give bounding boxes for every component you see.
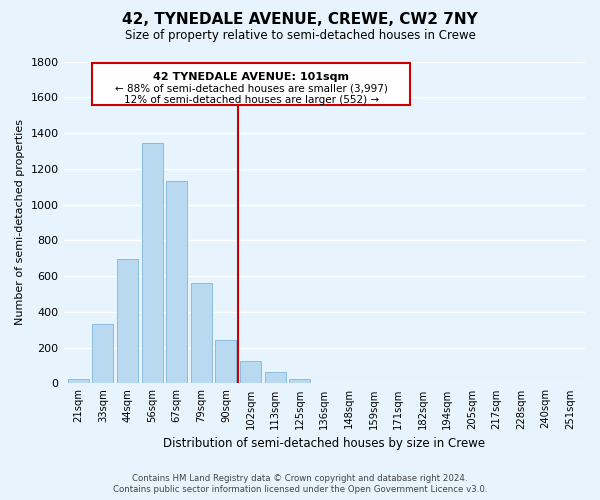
Bar bbox=[265, 372, 286, 384]
Bar bbox=[215, 340, 236, 384]
FancyBboxPatch shape bbox=[92, 64, 410, 106]
Text: Contains HM Land Registry data © Crown copyright and database right 2024.
Contai: Contains HM Land Registry data © Crown c… bbox=[113, 474, 487, 494]
Bar bbox=[142, 143, 163, 384]
Bar bbox=[166, 182, 187, 384]
Text: 42, TYNEDALE AVENUE, CREWE, CW2 7NY: 42, TYNEDALE AVENUE, CREWE, CW2 7NY bbox=[122, 12, 478, 28]
Bar bbox=[314, 382, 335, 384]
Bar bbox=[92, 324, 113, 384]
Text: Size of property relative to semi-detached houses in Crewe: Size of property relative to semi-detach… bbox=[125, 29, 475, 42]
Bar bbox=[240, 361, 261, 384]
Bar bbox=[289, 379, 310, 384]
X-axis label: Distribution of semi-detached houses by size in Crewe: Distribution of semi-detached houses by … bbox=[163, 437, 485, 450]
Y-axis label: Number of semi-detached properties: Number of semi-detached properties bbox=[15, 120, 25, 326]
Text: 42 TYNEDALE AVENUE: 101sqm: 42 TYNEDALE AVENUE: 101sqm bbox=[153, 72, 349, 82]
Text: ← 88% of semi-detached houses are smaller (3,997): ← 88% of semi-detached houses are smalle… bbox=[115, 84, 388, 94]
Bar bbox=[191, 284, 212, 384]
Text: 12% of semi-detached houses are larger (552) →: 12% of semi-detached houses are larger (… bbox=[124, 94, 379, 104]
Bar bbox=[117, 259, 138, 384]
Bar bbox=[68, 379, 89, 384]
